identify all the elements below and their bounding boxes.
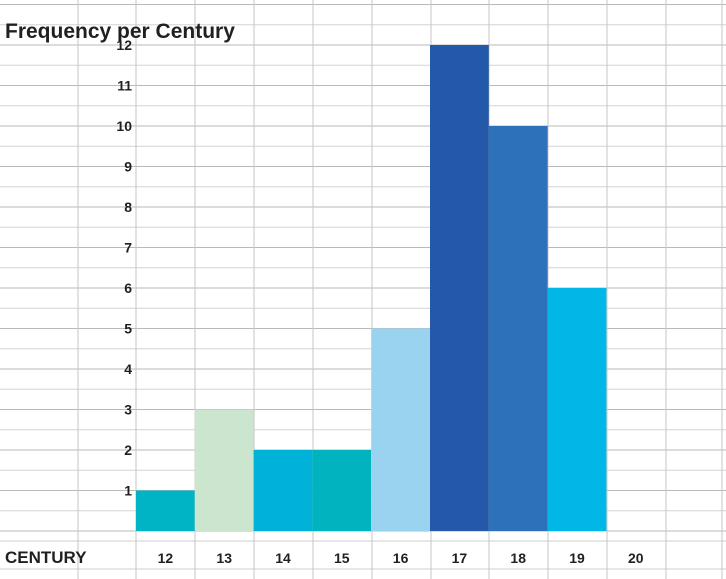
x-tick-label: 17	[452, 550, 468, 566]
x-axis-ticks: 12 13 14 15 16 17 18 19 20	[158, 550, 644, 566]
bar-12	[136, 490, 195, 531]
bar-15	[312, 450, 372, 531]
y-tick-label: 6	[124, 280, 132, 296]
bar-13	[194, 409, 254, 531]
y-tick-label: 2	[124, 442, 132, 458]
bar-18	[488, 126, 548, 531]
x-tick-label: 14	[275, 550, 291, 566]
y-tick-label: 1	[124, 483, 132, 499]
y-tick-label: 9	[124, 159, 132, 175]
bars	[136, 45, 607, 531]
y-tick-label: 5	[124, 321, 132, 337]
x-axis-label: CENTURY	[5, 548, 87, 567]
y-tick-label: 8	[124, 199, 132, 215]
x-tick-label: 19	[569, 550, 585, 566]
x-tick-label: 18	[510, 550, 526, 566]
x-tick-label: 13	[216, 550, 232, 566]
x-tick-label: 20	[628, 550, 644, 566]
x-tick-label: 16	[393, 550, 409, 566]
y-tick-label: 12	[116, 37, 132, 53]
x-tick-label: 12	[158, 550, 174, 566]
y-tick-label: 10	[116, 118, 132, 134]
x-tick-label: 15	[334, 550, 350, 566]
bar-19	[547, 288, 607, 531]
y-tick-label: 7	[124, 240, 132, 256]
bar-17	[430, 45, 489, 531]
y-tick-label: 3	[124, 402, 132, 418]
y-tick-label: 11	[117, 78, 132, 94]
bar-14	[253, 450, 313, 531]
bar-16	[371, 328, 430, 531]
y-tick-label: 4	[124, 361, 132, 377]
chart-title: Frequency per Century	[5, 20, 235, 43]
